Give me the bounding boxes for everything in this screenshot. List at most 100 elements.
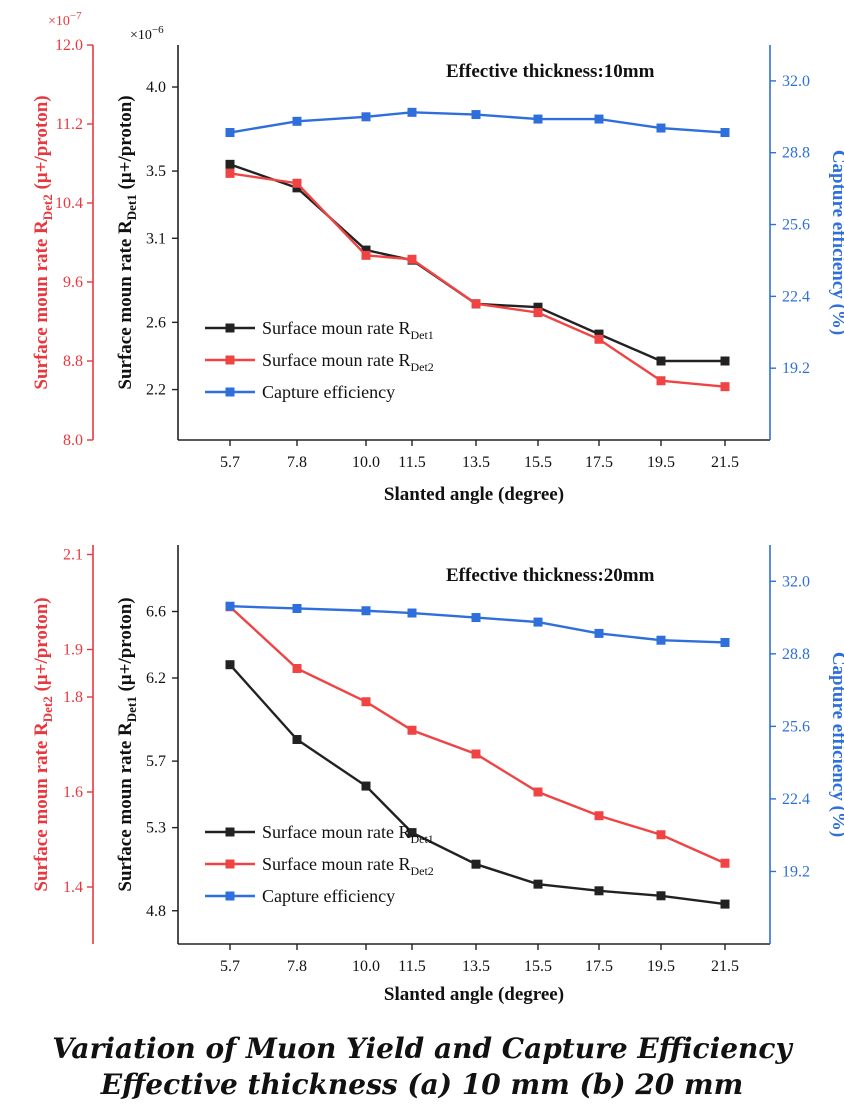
data-point-left_outer bbox=[594, 811, 604, 821]
data-point-right bbox=[471, 110, 481, 120]
x-tick-label: 11.5 bbox=[398, 454, 425, 471]
data-point-left_inner bbox=[533, 302, 543, 312]
data-point-right bbox=[533, 617, 543, 627]
right-tick-label: 19.2 bbox=[782, 360, 810, 377]
right-tick-label: 32.0 bbox=[782, 573, 810, 590]
data-point-right bbox=[656, 123, 666, 133]
x-axis-title: Slanted angle (degree) bbox=[384, 484, 564, 505]
left-inner-axis-title: Surface moun rate RDet1 (μ+/proton) bbox=[115, 597, 139, 891]
left-inner-axis-title: Surface moun rate RDet1 (μ+/proton) bbox=[115, 95, 139, 389]
right-tick-label: 22.4 bbox=[782, 288, 810, 305]
x-tick-label: 15.5 bbox=[524, 454, 552, 471]
data-point-right bbox=[471, 613, 481, 623]
data-point-left_inner bbox=[225, 660, 235, 670]
data-point-left_outer bbox=[361, 697, 371, 707]
legend-label: Capture efficiency bbox=[262, 886, 395, 906]
data-point-left_outer bbox=[471, 299, 481, 309]
data-point-left_outer bbox=[292, 178, 302, 188]
left-inner-multiplier: ×10−6 bbox=[130, 24, 164, 43]
right-axis-title: Capture efficiency (%) bbox=[828, 652, 844, 837]
legend-marker bbox=[225, 891, 235, 901]
data-point-left_outer bbox=[361, 250, 371, 260]
data-point-left_inner bbox=[292, 183, 302, 193]
left-outer-tick-label: 8.0 bbox=[63, 432, 83, 449]
legend-label: Surface moun rate RDet1 bbox=[262, 318, 434, 342]
data-point-right bbox=[720, 128, 730, 138]
right-axis-title: Capture efficiency (%) bbox=[828, 150, 844, 335]
right-tick-label: 19.2 bbox=[782, 863, 810, 880]
left-outer-tick-label: 8.8 bbox=[63, 353, 83, 370]
series-line-right bbox=[229, 605, 726, 644]
x-tick-label: 21.5 bbox=[711, 454, 739, 471]
x-tick-label: 19.5 bbox=[647, 958, 675, 975]
data-point-left_inner bbox=[594, 329, 604, 339]
data-point-left_outer bbox=[471, 749, 481, 759]
x-tick-label: 21.5 bbox=[711, 958, 739, 975]
x-tick-label: 10.0 bbox=[352, 454, 380, 471]
left-inner-tick-label: 6.2 bbox=[146, 670, 166, 687]
data-point-right bbox=[407, 608, 417, 618]
legend-marker bbox=[225, 323, 235, 333]
data-point-right bbox=[533, 114, 543, 124]
legend-marker bbox=[225, 355, 235, 365]
data-point-left_outer bbox=[533, 308, 543, 318]
data-point-left_outer bbox=[225, 168, 235, 178]
data-point-right bbox=[720, 637, 730, 647]
left-inner-tick-label: 5.7 bbox=[146, 753, 166, 770]
legend-marker bbox=[225, 387, 235, 397]
legend-label: Surface moun rate RDet2 bbox=[262, 350, 434, 374]
right-tick-label: 28.8 bbox=[782, 646, 810, 663]
left-outer-tick-label: 10.4 bbox=[55, 195, 83, 212]
left-outer-axis-title: Surface moun rate RDet2 (μ+/proton) bbox=[31, 95, 55, 389]
left-outer-multiplier: ×10−7 bbox=[48, 10, 82, 29]
left-outer-tick-label: 12.0 bbox=[55, 37, 83, 54]
data-point-left_inner bbox=[720, 356, 730, 366]
data-point-left_outer bbox=[533, 787, 543, 797]
thickness-annotation: Effective thickness:20mm bbox=[446, 565, 655, 586]
chart-panel-20mm: 5.7 7.8 10.0 11.5 13.5 15.5 17.5 19.5 21.5 Slante… bbox=[31, 545, 844, 1005]
legend-label: Capture efficiency bbox=[262, 382, 395, 402]
thickness-annotation: Effective thickness:10mm bbox=[446, 61, 655, 82]
data-point-right bbox=[361, 112, 371, 122]
data-point-left_outer bbox=[407, 254, 417, 264]
left-outer-axis-title: Surface moun rate RDet2 (μ+/proton) bbox=[31, 597, 55, 891]
data-point-left_outer bbox=[720, 858, 730, 868]
left-outer-tick-label: 9.6 bbox=[63, 274, 83, 291]
data-point-left_inner bbox=[533, 879, 543, 889]
data-point-left_inner bbox=[225, 159, 235, 169]
data-point-left_outer bbox=[720, 382, 730, 392]
left-outer-tick-label: 11.2 bbox=[56, 116, 83, 133]
x-tick-label: 13.5 bbox=[462, 454, 490, 471]
x-tick-label: 13.5 bbox=[462, 958, 490, 975]
left-outer-tick-label: 2.1 bbox=[63, 547, 83, 564]
left-inner-tick-label: 5.3 bbox=[146, 820, 166, 837]
x-tick-label: 17.5 bbox=[585, 958, 613, 975]
data-point-right bbox=[292, 116, 302, 126]
data-point-left_inner bbox=[361, 245, 371, 255]
left-outer-tick-label: 1.4 bbox=[63, 879, 83, 896]
data-point-right bbox=[292, 603, 302, 613]
x-tick-label: 19.5 bbox=[647, 454, 675, 471]
data-point-right bbox=[225, 128, 235, 138]
legend-marker bbox=[225, 859, 235, 869]
left-inner-tick-label: 2.6 bbox=[146, 314, 166, 331]
x-tick-label: 5.7 bbox=[220, 958, 240, 975]
data-point-left_inner bbox=[656, 891, 666, 901]
chart-panel-10mm: 5.7 7.8 10.0 11.5 13.5 15.5 17.5 19.5 21.5 Slante… bbox=[31, 10, 844, 505]
data-point-left_inner bbox=[656, 356, 666, 366]
data-point-left_outer bbox=[407, 725, 417, 735]
x-tick-label: 17.5 bbox=[585, 454, 613, 471]
data-point-left_inner bbox=[292, 735, 302, 745]
right-tick-label: 22.4 bbox=[782, 791, 810, 808]
legend-label: Surface moun rate RDet2 bbox=[262, 854, 434, 878]
left-inner-tick-label: 3.5 bbox=[146, 163, 166, 180]
data-point-left_inner bbox=[361, 781, 371, 791]
caption-line-1: Variation of Muon Yield and Capture Effi… bbox=[52, 1032, 792, 1065]
data-point-left_inner bbox=[720, 899, 730, 909]
data-point-left_outer bbox=[594, 334, 604, 344]
left-outer-tick-label: 1.9 bbox=[63, 642, 83, 659]
left-outer-tick-label: 1.8 bbox=[63, 689, 83, 706]
data-point-right bbox=[225, 601, 235, 611]
right-tick-label: 28.8 bbox=[782, 145, 810, 162]
